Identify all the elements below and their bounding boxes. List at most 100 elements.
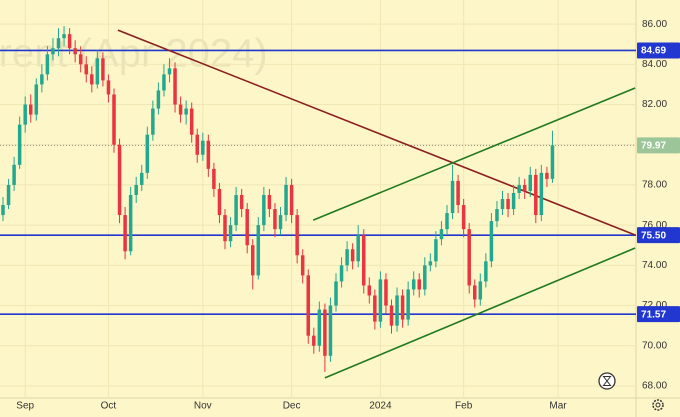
y-tick-label: 76.00 xyxy=(642,220,667,231)
price-tag-label: 84.69 xyxy=(641,46,666,57)
candle-body xyxy=(112,94,116,145)
candle-body xyxy=(517,184,521,193)
trend-line xyxy=(117,29,636,236)
price-tag xyxy=(637,137,680,154)
candle-body xyxy=(1,205,5,216)
y-tick-label: 78.00 xyxy=(642,180,667,191)
candle-body xyxy=(234,194,238,226)
candle-body xyxy=(323,309,327,356)
candle-body xyxy=(295,215,299,256)
candle-body xyxy=(423,265,427,290)
candle-body xyxy=(262,194,266,226)
y-tick-label: 72.00 xyxy=(642,300,667,311)
trend-line xyxy=(324,247,636,379)
y-tick-label: 68.00 xyxy=(642,381,667,392)
y-tick-label: 82.00 xyxy=(642,99,667,110)
candle-body xyxy=(17,124,22,165)
candle-body xyxy=(312,335,316,346)
y-tick-label: 86.00 xyxy=(642,19,667,30)
price-tag-label: 75.50 xyxy=(641,230,666,241)
candle-body xyxy=(511,192,516,210)
candle-body xyxy=(506,199,510,210)
candle-body xyxy=(228,225,233,242)
candle-body xyxy=(167,68,172,75)
candle-body xyxy=(406,289,410,320)
candle-body xyxy=(522,184,527,191)
candle-body xyxy=(528,174,532,191)
candle-body xyxy=(95,58,100,85)
settings-icon[interactable] xyxy=(652,399,664,411)
x-tick-label: 2024 xyxy=(369,401,392,412)
x-tick-label: Nov xyxy=(194,401,212,412)
candle-body xyxy=(117,144,122,216)
candle-body xyxy=(445,213,449,230)
replay-icon[interactable] xyxy=(598,372,616,390)
candle-body xyxy=(484,261,488,282)
candle-body xyxy=(51,48,55,55)
x-tick-label: Mar xyxy=(549,401,567,412)
candle-body xyxy=(350,249,355,262)
candle-body xyxy=(367,285,372,296)
candle-body xyxy=(206,140,211,169)
candle-body xyxy=(67,34,72,49)
candle-body xyxy=(128,194,133,252)
candle-body xyxy=(450,180,455,214)
y-tick-label: 70.00 xyxy=(642,340,667,351)
candle-body xyxy=(73,48,77,55)
candle-body xyxy=(106,80,111,95)
candle-body xyxy=(123,215,127,252)
candle-body xyxy=(189,108,194,135)
candle-body xyxy=(256,225,261,276)
candle-body xyxy=(356,235,360,262)
candle-body xyxy=(251,245,255,276)
candle-body xyxy=(34,84,39,115)
candle-body xyxy=(62,34,66,39)
x-tick-label: Oct xyxy=(101,401,117,412)
candle-body xyxy=(134,184,138,195)
candle-body xyxy=(178,104,183,115)
candle-body xyxy=(545,172,549,179)
candle-body xyxy=(40,74,44,85)
candle-body xyxy=(439,229,444,240)
candle-body xyxy=(550,145,555,179)
candle-body xyxy=(239,194,244,210)
candle-body xyxy=(217,188,222,216)
candle-body xyxy=(345,249,349,266)
price-tag xyxy=(637,227,680,244)
x-tick-label: Feb xyxy=(455,401,473,412)
candle-body xyxy=(456,180,460,206)
candle-body xyxy=(101,58,105,81)
x-tick-label: Sep xyxy=(16,401,34,412)
candle-body xyxy=(45,54,50,75)
candle-body xyxy=(156,90,161,109)
candle-body xyxy=(467,229,471,286)
candle-body xyxy=(300,255,305,276)
candle-body xyxy=(173,68,177,105)
candle-body xyxy=(389,305,394,326)
price-tag xyxy=(637,306,680,323)
trend-line xyxy=(312,87,636,221)
candle-body xyxy=(245,209,249,246)
candle-body xyxy=(140,172,144,185)
candle-body xyxy=(29,104,33,115)
candle-body xyxy=(289,184,294,216)
candle-body xyxy=(223,215,227,242)
candle-body xyxy=(395,295,399,326)
candle-body xyxy=(273,209,277,230)
candle-body xyxy=(267,194,272,210)
candle-body xyxy=(539,172,544,216)
candle-body xyxy=(362,235,366,286)
candle-body xyxy=(373,295,377,322)
candle-body xyxy=(400,295,405,320)
candle-body xyxy=(461,205,466,230)
candle-body xyxy=(500,199,505,210)
candle-body xyxy=(478,281,483,300)
candle-body xyxy=(306,275,310,336)
candle-body xyxy=(278,215,283,230)
candle-body xyxy=(56,38,61,49)
candle-body xyxy=(84,64,88,75)
candle-body xyxy=(495,209,499,222)
y-tick-label: 84.00 xyxy=(642,59,667,70)
